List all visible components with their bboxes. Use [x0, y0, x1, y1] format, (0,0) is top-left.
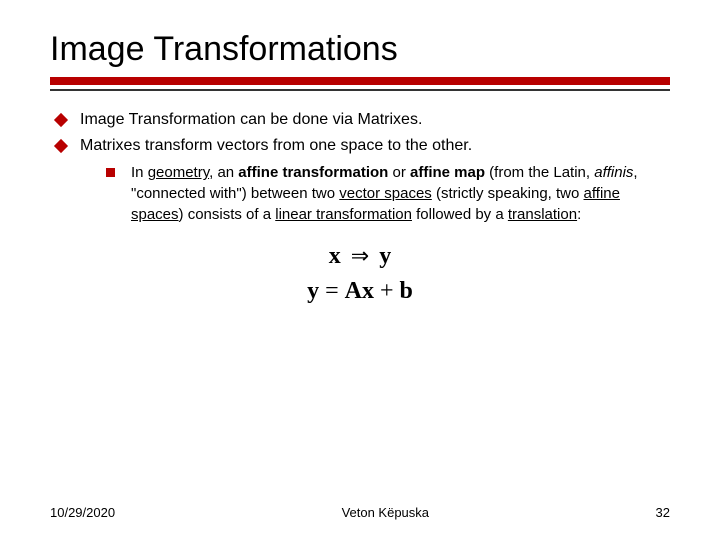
term-affine-map: affine map	[410, 164, 485, 181]
footer-date: 10/29/2020	[50, 505, 115, 520]
arrow-icon: ⇒	[347, 243, 373, 268]
diamond-icon	[54, 113, 68, 127]
title-accent-bar	[50, 77, 670, 85]
sub-bullet-text: In geometry, an affine transformation or…	[131, 162, 670, 225]
sub-seg: , an	[209, 164, 238, 181]
link-translation[interactable]: translation	[508, 206, 577, 223]
sub-seg: or	[392, 164, 410, 181]
footer-page: 32	[656, 505, 670, 520]
equation-1: x ⇒ y	[329, 243, 391, 270]
sub-seg: (strictly speaking, two	[432, 185, 584, 202]
equation-2: y = Ax + b	[307, 278, 413, 305]
equation-block: x ⇒ y y = Ax + b	[50, 239, 670, 309]
var-y: y	[379, 243, 391, 269]
plus-sign: +	[374, 278, 400, 304]
bullet-2: Matrixes transform vectors from one spac…	[50, 135, 670, 157]
eq-sign: =	[319, 278, 345, 304]
sub-seg: :	[577, 206, 581, 223]
link-linear-transformation[interactable]: linear transformation	[275, 206, 412, 223]
var-x: x	[362, 278, 374, 304]
slide-footer: 10/29/2020 Veton Këpuska 32	[50, 505, 670, 520]
var-b: b	[400, 278, 413, 304]
bullet-1-text: Image Transformation can be done via Mat…	[80, 109, 422, 131]
slide-container: Image Transformations Image Transformati…	[0, 0, 720, 540]
square-icon	[106, 168, 115, 177]
link-geometry[interactable]: geometry	[148, 164, 209, 181]
link-vector-spaces[interactable]: vector spaces	[339, 185, 432, 202]
footer-author: Veton Këpuska	[342, 505, 429, 520]
bullet-2-text: Matrixes transform vectors from one spac…	[80, 135, 472, 157]
sub-seg: (from the Latin,	[485, 164, 594, 181]
var-y: y	[307, 278, 319, 304]
sub-seg: In	[131, 164, 148, 181]
sub-bullet: In geometry, an affine transformation or…	[50, 162, 670, 225]
sub-seg: followed by a	[412, 206, 508, 223]
var-x: x	[329, 243, 341, 269]
bullet-1: Image Transformation can be done via Mat…	[50, 109, 670, 131]
var-A: A	[345, 278, 362, 304]
latin-term: affinis	[594, 164, 633, 181]
title-underline	[50, 89, 670, 91]
slide-title: Image Transformations	[50, 30, 670, 69]
diamond-icon	[54, 139, 68, 153]
term-affine-transformation: affine transformation	[238, 164, 392, 181]
sub-seg: ) consists of a	[179, 206, 276, 223]
